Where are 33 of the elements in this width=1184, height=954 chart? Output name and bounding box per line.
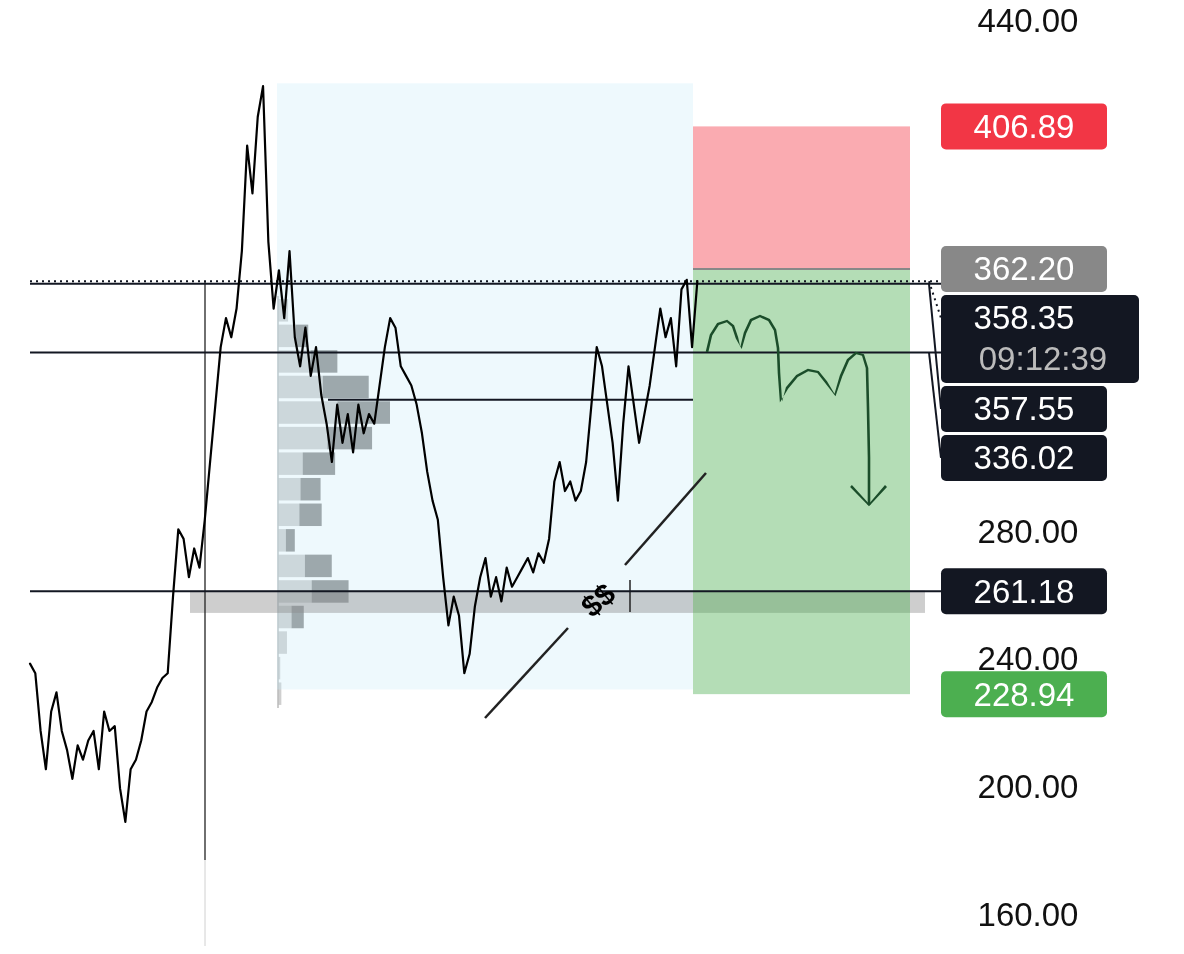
bar bbox=[278, 554, 305, 578]
legend-label: 358.35 bbox=[973, 299, 1075, 337]
bar bbox=[285, 529, 295, 552]
line-series bbox=[28, 85, 699, 823]
y-tick-label: 440.00 bbox=[977, 2, 1079, 40]
bar bbox=[278, 477, 301, 501]
ref-line-label: 261.18 bbox=[973, 572, 1075, 610]
bar bbox=[311, 580, 349, 603]
band-label: 406.89 bbox=[973, 107, 1075, 145]
bar bbox=[278, 580, 312, 603]
bar bbox=[278, 503, 300, 527]
annotation: $$ bbox=[574, 576, 622, 624]
bar bbox=[322, 375, 369, 399]
bar bbox=[278, 529, 286, 552]
text: 09:12:39 bbox=[978, 340, 1108, 378]
bar bbox=[304, 554, 332, 578]
bar bbox=[278, 375, 323, 399]
band-label: 228.94 bbox=[973, 675, 1075, 713]
ref-line-label: 362.20 bbox=[973, 250, 1075, 288]
bar bbox=[291, 605, 304, 629]
y-tick-label: 200.00 bbox=[977, 767, 1079, 805]
bar bbox=[278, 631, 287, 654]
bar bbox=[300, 477, 321, 501]
bar bbox=[302, 452, 336, 475]
y-tick-label: 160.00 bbox=[977, 895, 1079, 933]
ref-line-label: 357.55 bbox=[973, 390, 1075, 428]
bar bbox=[278, 401, 338, 424]
bar bbox=[299, 503, 322, 527]
bar bbox=[278, 452, 303, 475]
y-tick-label: 240.00 bbox=[977, 640, 1079, 678]
y-tick-label: 280.00 bbox=[977, 512, 1079, 550]
ref-line-label: 336.02 bbox=[973, 439, 1075, 477]
bar bbox=[278, 426, 328, 450]
